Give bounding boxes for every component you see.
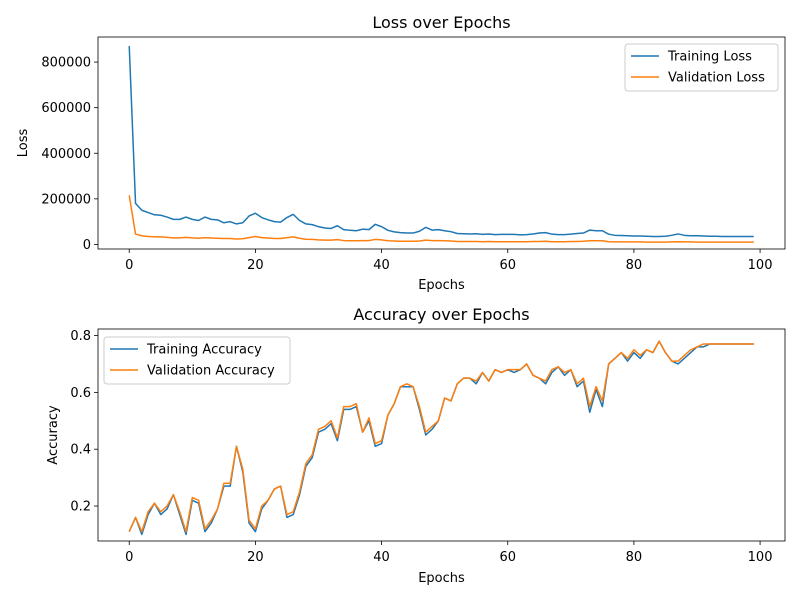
x-tick-label: 60 <box>499 258 516 273</box>
x-tick-label: 0 <box>125 550 133 565</box>
chart-panel-2: 0 20 40 60 80 100 0.2 0.4 0.6 0.8 Accuracy over Ep… <box>46 305 786 586</box>
y-tick-label: 0.6 <box>70 386 91 401</box>
x-tick-label: 60 <box>499 550 516 565</box>
x-tick-label: 100 <box>748 258 773 273</box>
plot-frame <box>97 36 786 250</box>
y-tick-label: 0.8 <box>70 329 91 344</box>
x-tick-label: 40 <box>373 258 390 273</box>
chart-title: Loss over Epochs <box>372 13 510 32</box>
y-tick-label: 0 <box>83 238 91 253</box>
y-tick-label: 200000 <box>41 192 91 207</box>
x-tick-label: 0 <box>125 258 133 273</box>
y-tick-label: 400000 <box>41 147 91 162</box>
y-axis-label: Loss <box>16 129 31 158</box>
legend-box <box>103 336 291 385</box>
y-tick-label: 800000 <box>41 56 91 71</box>
legend: Training Loss Validation Loss <box>624 43 779 92</box>
legend-label: Training Loss <box>667 50 752 65</box>
legend-box <box>624 43 779 92</box>
x-tick-label: 20 <box>247 550 264 565</box>
legend-label: Validation Loss <box>668 71 765 86</box>
legend: Training Accuracy Validation Accuracy <box>103 336 291 385</box>
x-tick-label: 20 <box>247 258 264 273</box>
x-axis-label: Epochs <box>418 571 465 586</box>
y-axis-label: Accuracy <box>46 405 61 465</box>
chart-title: Accuracy over Epochs <box>353 305 529 324</box>
series-line-training-loss <box>128 46 754 238</box>
x-tick-label: 40 <box>373 550 390 565</box>
plot-frame <box>97 328 786 542</box>
x-tick-label: 80 <box>626 258 643 273</box>
x-tick-label: 80 <box>626 550 643 565</box>
x-axis-label: Epochs <box>418 278 465 293</box>
legend-label: Validation Accuracy <box>147 364 275 379</box>
legend-label: Training Accuracy <box>146 343 262 358</box>
x-tick-label: 100 <box>748 550 773 565</box>
series-line-validation-loss <box>128 195 754 243</box>
series-line-validation-accuracy <box>128 340 754 533</box>
y-tick-label: 600000 <box>41 101 91 116</box>
y-tick-label: 0.4 <box>70 443 91 458</box>
y-tick-label: 0.2 <box>70 500 91 515</box>
chart-panel-1: 0 20 40 60 80 100 0 200000 400000 600000 800000 Los… <box>16 13 786 293</box>
